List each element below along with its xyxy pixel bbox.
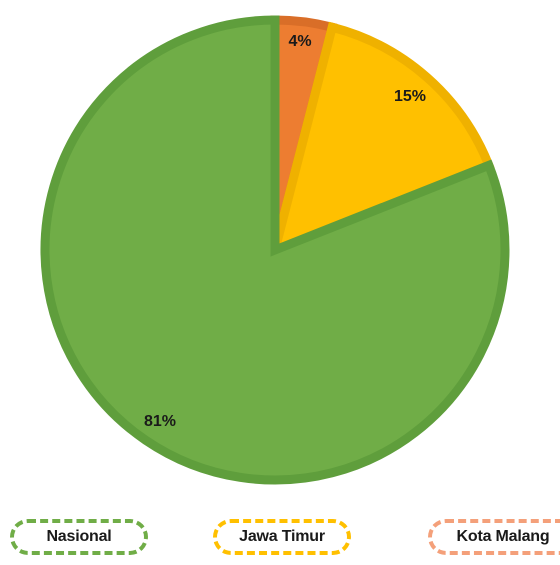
legend-item-jawa-timur: Jawa Timur: [213, 519, 351, 555]
legend-label-kota-malang: Kota Malang: [456, 528, 550, 545]
data-label-nasional: 81%: [144, 413, 176, 430]
legend-label-jawa-timur: Jawa Timur: [239, 528, 325, 545]
data-label-jawa-timur: 15%: [394, 88, 426, 105]
pie-slice-jawa-timur: [268, 21, 495, 258]
pie-slice-nasional: [40, 15, 510, 485]
data-label-kota-malang: 4%: [288, 33, 311, 50]
legend-label-nasional: Nasional: [46, 528, 112, 545]
legend-item-kota-malang: Kota Malang: [428, 519, 560, 555]
legend-item-nasional: Nasional: [10, 519, 148, 555]
